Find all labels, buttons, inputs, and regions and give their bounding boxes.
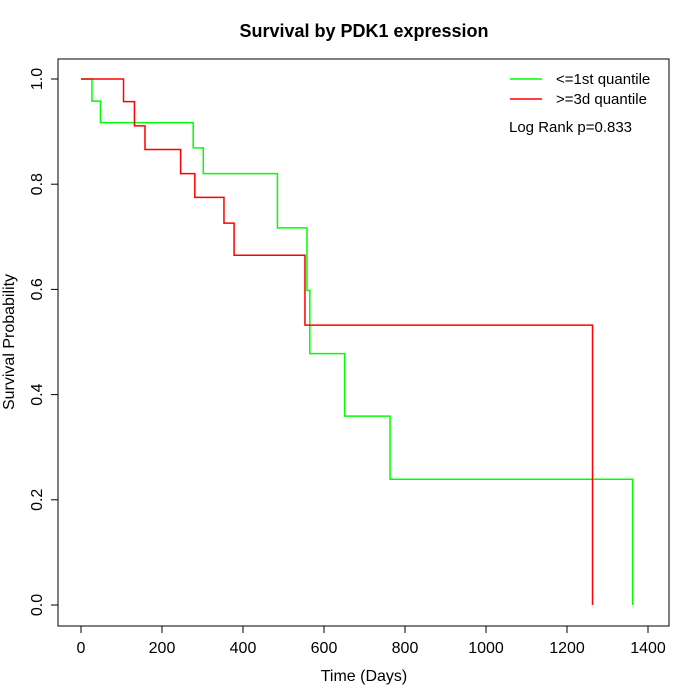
plot-frame (57, 58, 670, 627)
y-axis-label: Survival Probability (1, 274, 18, 410)
x-tick-label: 800 (392, 640, 419, 657)
y-tick-label: 0.6 (29, 278, 46, 300)
x-tick-label: 200 (149, 640, 176, 657)
survival-curve-series-1 (81, 78, 634, 605)
y-tick-label: 1.0 (29, 68, 46, 90)
legend-entry: >=3d quantile (556, 91, 647, 108)
x-tick-label: 600 (311, 640, 338, 657)
chart-title: Survival by PDK1 expression (239, 21, 488, 41)
x-axis-label: Time (Days) (321, 668, 408, 685)
legend: <=1st quantile >=3d quantile (510, 71, 650, 108)
y-axis: 0.0 0.2 0.4 0.6 0.8 1.0 (29, 68, 59, 616)
legend-entry: <=1st quantile (556, 71, 650, 88)
y-tick-label: 0.0 (29, 594, 46, 616)
y-tick-label: 0.2 (29, 489, 46, 511)
x-tick-label: 1400 (630, 640, 666, 657)
x-tick-label: 0 (77, 640, 86, 657)
x-axis: 0 200 400 600 800 1000 1200 1400 (77, 625, 666, 657)
x-tick-label: 1000 (468, 640, 504, 657)
x-tick-label: 400 (230, 640, 257, 657)
x-tick-label: 1200 (549, 640, 585, 657)
survival-curve-series-2 (81, 78, 594, 605)
log-rank-annotation: Log Rank p=0.833 (509, 119, 632, 136)
y-tick-label: 0.4 (29, 383, 46, 405)
series-layer (81, 78, 634, 605)
y-tick-label: 0.8 (29, 173, 46, 195)
